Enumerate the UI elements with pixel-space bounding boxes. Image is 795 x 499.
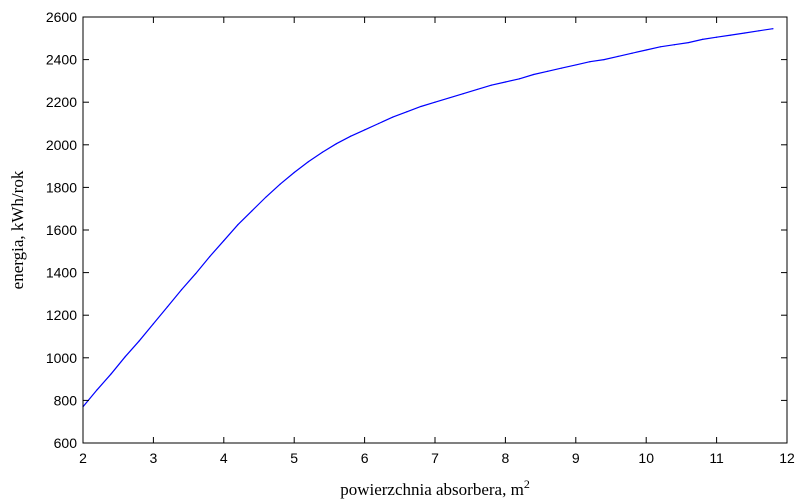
data-point <box>772 28 774 30</box>
x-tick-label: 4 <box>220 450 228 466</box>
series-line <box>82 28 773 408</box>
y-tick-label: 2400 <box>46 52 77 68</box>
y-tick-label: 2200 <box>46 94 77 110</box>
data-point <box>701 38 704 40</box>
x-axis-label-text: powierzchnia absorbera, m <box>340 480 524 499</box>
data-point <box>110 373 112 375</box>
y-tick-label: 1000 <box>46 350 77 366</box>
x-tick-label: 5 <box>290 450 298 466</box>
data-point <box>321 151 323 153</box>
data-point <box>673 44 675 46</box>
x-axis-ticks: 2 3 4 5 6 7 8 9 10 11 12 <box>79 17 795 466</box>
data-point <box>476 88 478 91</box>
data-point <box>462 93 464 95</box>
data-point <box>406 111 408 113</box>
y-tick-label: 800 <box>54 392 78 408</box>
data-point <box>180 289 183 291</box>
x-tick-label: 9 <box>572 450 580 466</box>
data-point <box>547 70 549 72</box>
data-point <box>223 240 225 242</box>
data-point <box>279 183 281 185</box>
data-point <box>561 67 563 69</box>
data-point <box>138 340 140 342</box>
data-point <box>335 143 338 145</box>
y-axis-label: energia, kWh/rok <box>8 170 27 289</box>
series-layer <box>82 28 774 408</box>
data-point <box>364 129 366 131</box>
x-tick-label: 11 <box>709 450 724 466</box>
x-tick-label: 6 <box>361 450 369 466</box>
data-point <box>420 105 422 108</box>
data-point <box>152 323 154 325</box>
data-point <box>659 46 661 48</box>
data-point <box>209 256 211 258</box>
y-tick-label: 600 <box>54 435 78 451</box>
data-point <box>716 36 718 38</box>
data-point <box>758 30 760 32</box>
data-point <box>448 97 450 99</box>
data-point <box>589 61 591 63</box>
y-tick-label: 1800 <box>46 179 77 195</box>
data-point <box>645 49 647 51</box>
data-point <box>617 55 619 58</box>
data-point <box>518 78 521 80</box>
data-point <box>631 52 633 54</box>
data-point <box>307 161 309 163</box>
data-point <box>265 196 267 198</box>
y-tick-label: 1200 <box>46 307 77 323</box>
data-point <box>687 41 690 44</box>
x-tick-label: 10 <box>638 450 654 466</box>
x-tick-label: 3 <box>150 450 158 466</box>
data-point <box>349 135 352 137</box>
y-axis-ticks: 600 800 1000 1200 1400 1600 1800 2000 2200 2400 26… <box>46 9 787 451</box>
x-axis-label-superscript: 2 <box>524 477 530 491</box>
data-point <box>166 306 169 308</box>
data-point <box>532 73 535 76</box>
data-point <box>392 116 394 118</box>
data-point <box>237 224 239 226</box>
data-point <box>251 210 253 212</box>
data-point <box>744 32 746 34</box>
y-tick-label: 1600 <box>46 222 77 238</box>
x-axis-label: powierzchnia absorbera, m2 <box>340 477 530 499</box>
y-tick-label: 1400 <box>46 265 77 281</box>
x-tick-label: 8 <box>502 450 510 466</box>
data-point <box>195 273 197 275</box>
data-point <box>434 101 436 103</box>
plot-area: 2 3 4 5 6 7 8 9 10 11 12 600 800 1000 1200 1400 1600 180… <box>46 9 795 466</box>
data-point <box>504 81 506 83</box>
x-tick-label: 2 <box>79 450 87 466</box>
x-tick-label: 12 <box>779 450 795 466</box>
data-point <box>378 122 380 125</box>
data-point <box>603 59 605 61</box>
data-point <box>293 171 295 174</box>
y-tick-label: 2000 <box>46 137 77 153</box>
data-point <box>124 356 126 358</box>
x-tick-label: 7 <box>431 450 439 466</box>
data-point <box>730 34 732 36</box>
data-point <box>96 389 98 391</box>
data-point <box>490 84 492 86</box>
data-point <box>575 64 577 66</box>
y-tick-label: 2600 <box>46 9 77 25</box>
